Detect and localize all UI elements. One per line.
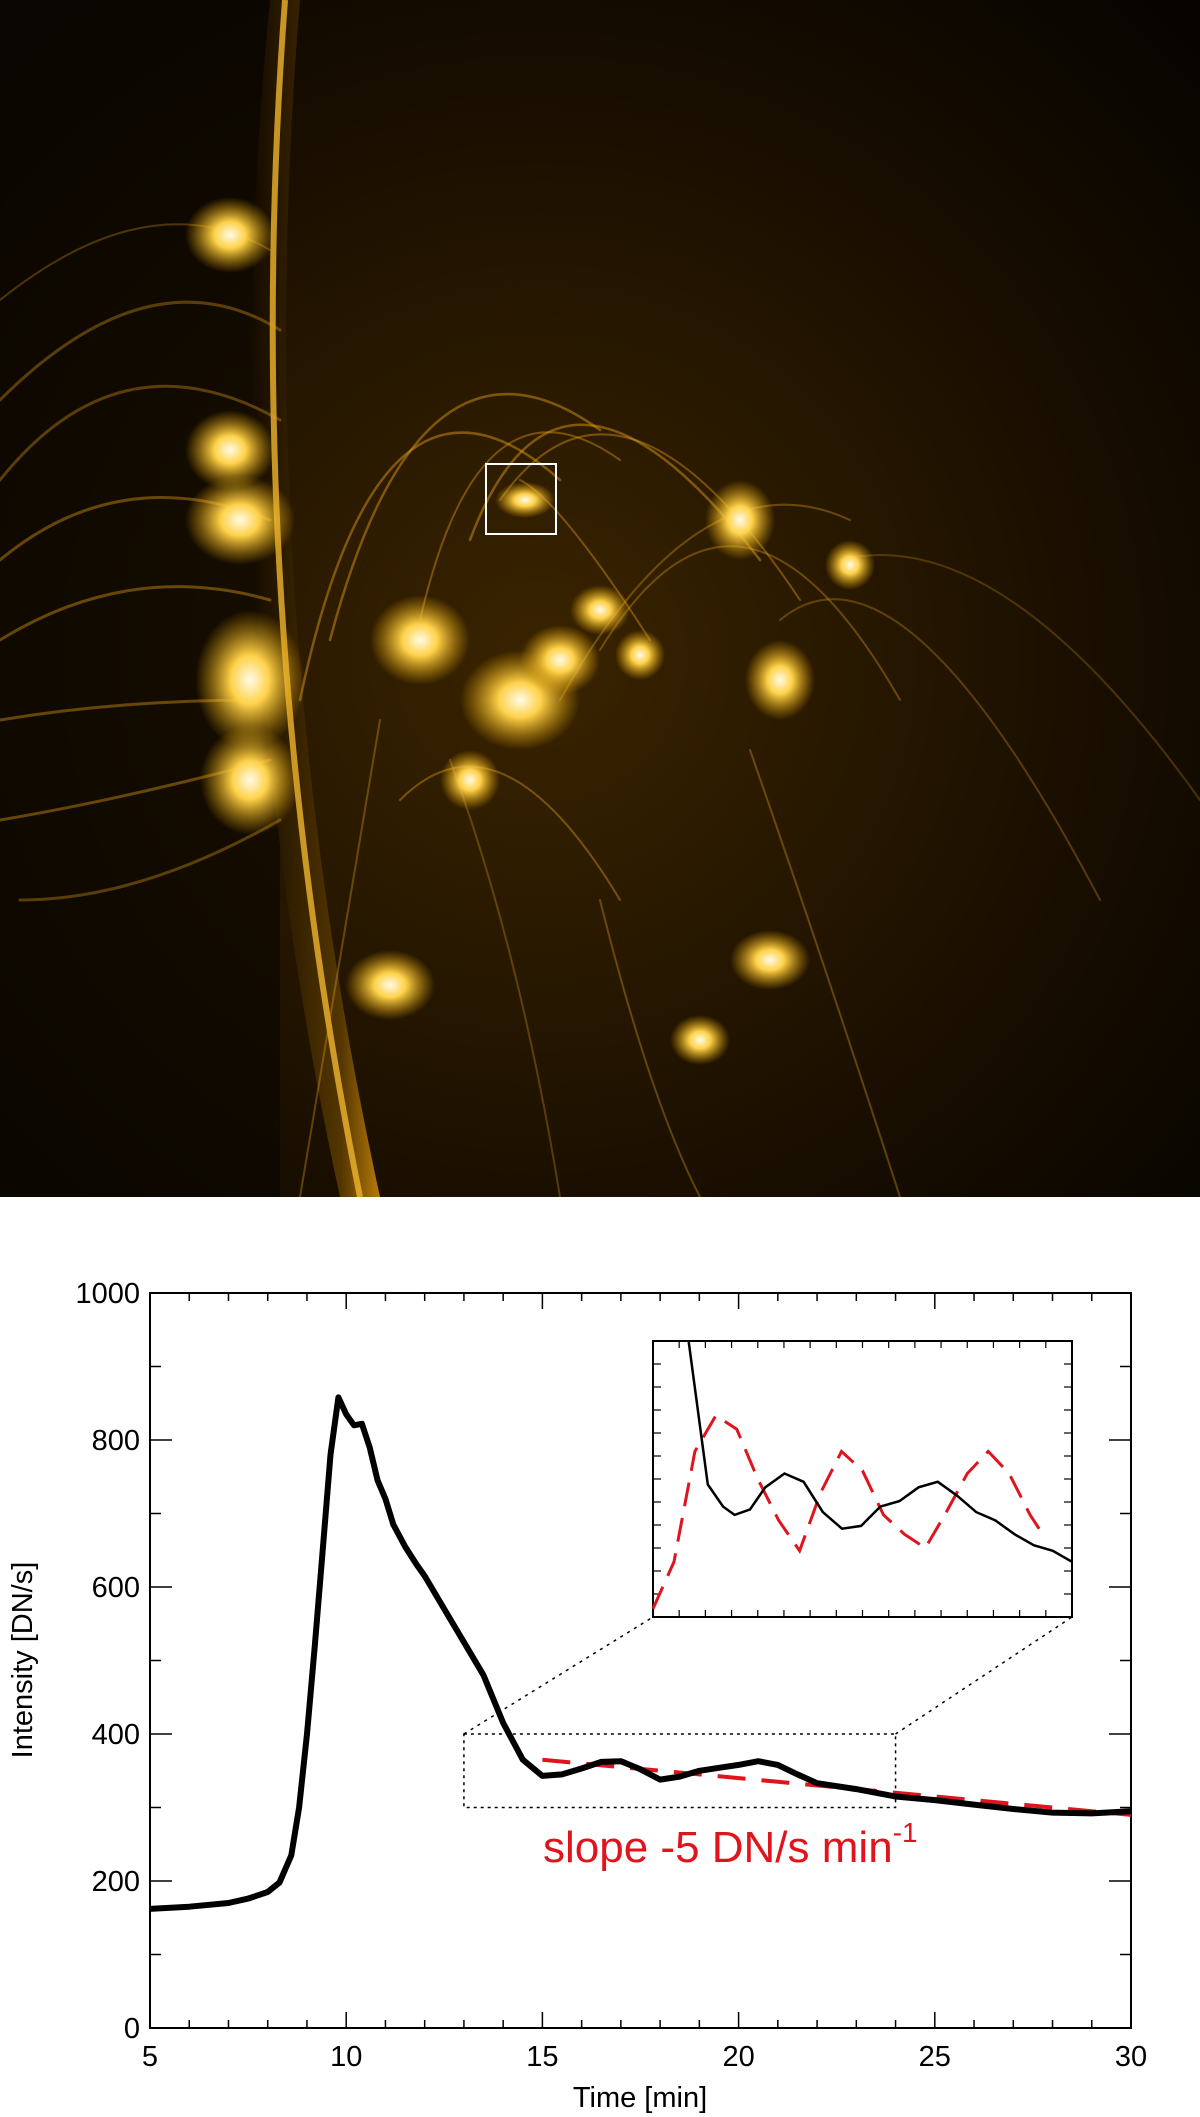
y-tick-label: 400 bbox=[92, 1719, 140, 1751]
active-region-brightening bbox=[185, 197, 275, 273]
coronal-loop bbox=[559, 503, 851, 701]
coronal-loop bbox=[839, 554, 1200, 801]
inset-black-curve bbox=[687, 1340, 1073, 1563]
coronal-loop bbox=[779, 598, 1101, 901]
active-region-brightening bbox=[520, 625, 600, 695]
coronal-loop bbox=[18, 818, 282, 902]
active-region-brightening bbox=[730, 930, 810, 990]
coronal-loop bbox=[328, 392, 602, 642]
inset-detrended-red-curve bbox=[651, 1413, 1044, 1610]
coronal-loop bbox=[298, 431, 562, 702]
coronal-loop bbox=[468, 423, 762, 562]
active-region-brightening bbox=[825, 540, 875, 590]
y-tick-label: 800 bbox=[92, 1425, 140, 1457]
active-region-brightening bbox=[185, 475, 295, 565]
active-region-brightening bbox=[370, 595, 470, 685]
active-region-brightening bbox=[615, 630, 665, 680]
active-region-brightening bbox=[745, 640, 815, 720]
active-region-brightening bbox=[185, 410, 275, 490]
y-tick-label: 1000 bbox=[75, 1278, 140, 1310]
active-region-brightening bbox=[345, 950, 435, 1020]
coronal-loop bbox=[419, 431, 621, 621]
coronal-loop bbox=[399, 765, 621, 901]
x-tick-label: 15 bbox=[526, 2041, 558, 2073]
x-tick-label: 20 bbox=[722, 2041, 754, 2073]
zoom-connector-right bbox=[895, 1616, 1073, 1735]
solar-euv-image bbox=[0, 0, 1200, 1197]
zoom-inset bbox=[651, 1340, 1073, 1618]
active-region-brightening bbox=[670, 1015, 730, 1065]
region-of-interest-box bbox=[485, 463, 557, 535]
x-axis-title: Time [min] bbox=[573, 2082, 707, 2114]
x-tick-label: 25 bbox=[919, 2041, 951, 2073]
active-region-brightening bbox=[200, 725, 300, 835]
y-tick-label: 600 bbox=[92, 1572, 140, 1604]
active-region-brightening bbox=[705, 480, 775, 560]
y-tick-label: 200 bbox=[92, 1866, 140, 1898]
active-region-brightening bbox=[195, 610, 305, 750]
coronal-loop bbox=[0, 300, 282, 402]
active-region-brightening bbox=[440, 750, 500, 810]
coronal-loop bbox=[0, 585, 272, 642]
x-tick-label: 30 bbox=[1115, 2041, 1147, 2073]
coronal-loop bbox=[599, 899, 701, 1197]
slope-annotation: slope -5 DN/s min-1 bbox=[543, 1817, 918, 1872]
coronal-loop bbox=[749, 749, 901, 1197]
x-tick-label: 5 bbox=[142, 2041, 158, 2073]
coronal-loop bbox=[0, 384, 282, 482]
y-tick-label: 0 bbox=[124, 2013, 140, 2045]
linear-fit-dashed-line bbox=[542, 1757, 1132, 1817]
active-region-brightening bbox=[570, 585, 630, 635]
zoom-connector-left bbox=[463, 1616, 654, 1735]
active-region-brightening bbox=[495, 482, 555, 518]
coronal-loop bbox=[449, 759, 561, 1197]
x-tick-label: 10 bbox=[330, 2041, 362, 2073]
intensity-curve bbox=[149, 1394, 1132, 1912]
coronal-loop bbox=[299, 719, 381, 1197]
zoom-region-box bbox=[463, 1733, 897, 1809]
y-axis-title: Intensity [DN/s] bbox=[7, 1562, 39, 1759]
